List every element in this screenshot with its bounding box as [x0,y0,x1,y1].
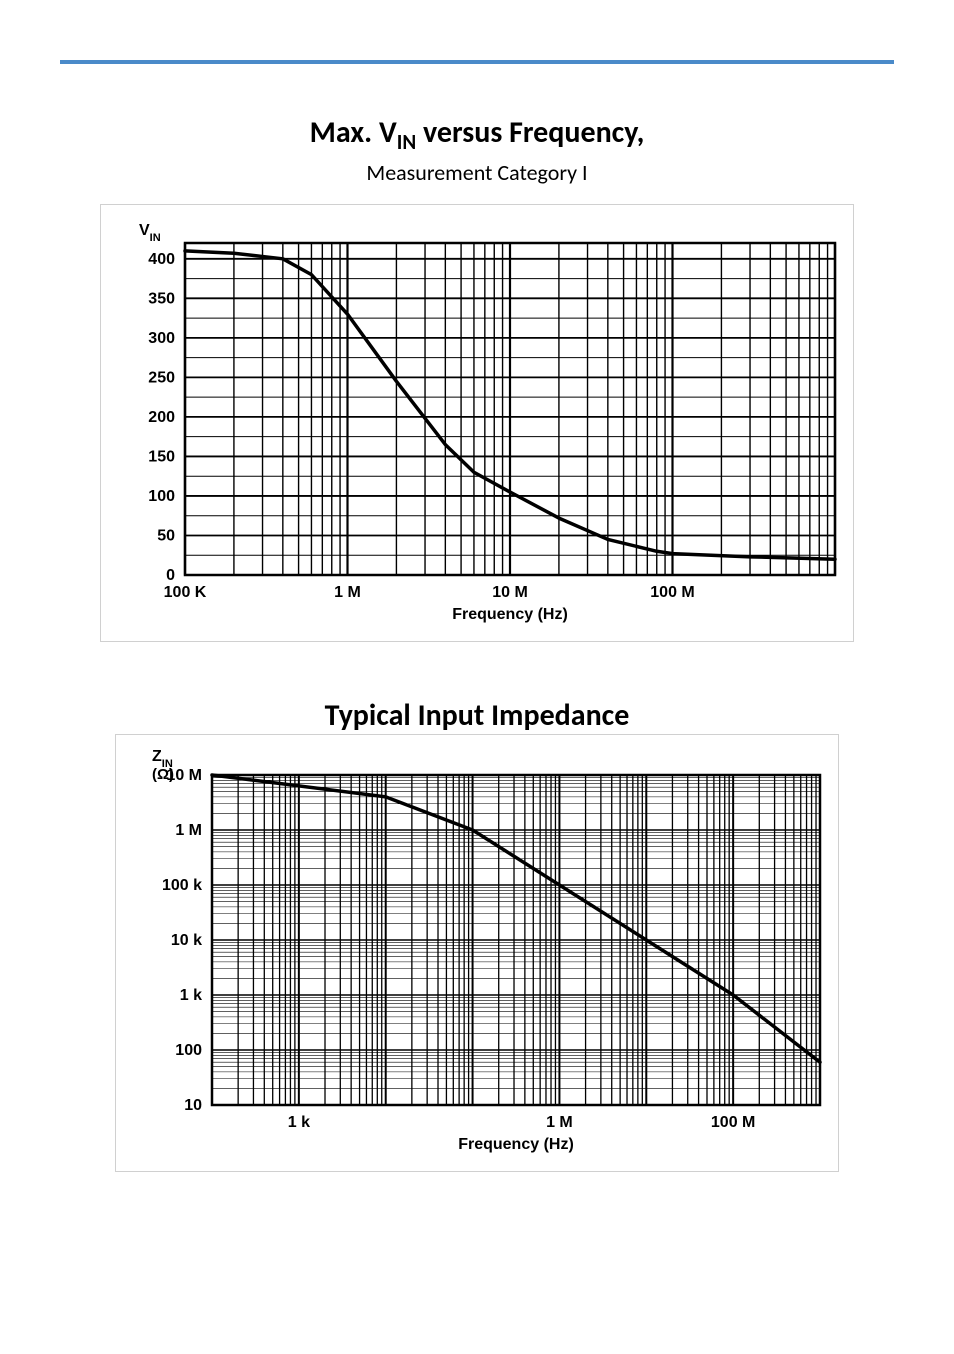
chart-1-title-suffix: versus Frequency, [416,114,644,151]
svg-text:100 k: 100 k [162,877,202,894]
svg-text:1 M: 1 M [175,822,202,839]
top-rule [60,60,894,64]
svg-text:300: 300 [148,330,175,347]
svg-text:100: 100 [175,1042,202,1059]
chart-2-plot: 101001 k10 k100 k1 M10 MZIN(Ω)1 k1 M100 … [122,741,832,1161]
svg-text:100 M: 100 M [711,1114,755,1131]
chart-1-plot: 0 50 100 150 200 250 300 350 400 VIN 100 K 1 M 10 M 1… [107,211,847,631]
svg-text:350: 350 [148,290,175,307]
svg-text:Frequency (Hz): Frequency (Hz) [452,606,568,623]
chart-1-subtitle: Measurement Category I [60,159,894,186]
svg-text:400: 400 [148,251,175,268]
svg-text:150: 150 [148,448,175,465]
svg-text:10 M: 10 M [492,584,528,601]
svg-text:10: 10 [184,1097,202,1114]
svg-text:250: 250 [148,369,175,386]
chart-2-section: Typical Input Impedance 10 100 1 k 10 k 100 … [60,697,894,1177]
svg-text:0: 0 [166,567,175,584]
chart-1-title: Max. VIN versus Frequency, [60,114,894,155]
chart-2-title: Typical Input Impedance [60,697,894,734]
svg-text:(Ω): (Ω) [152,766,174,783]
chart-2-frame: 101001 k10 k100 k1 M10 MZIN(Ω)1 k1 M100 … [115,734,839,1172]
svg-text:1 k: 1 k [180,987,202,1004]
svg-text:1 k: 1 k [288,1114,310,1131]
svg-text:100 K: 100 K [164,584,207,601]
svg-text:1 M: 1 M [546,1114,573,1131]
svg-text:100 M: 100 M [650,584,694,601]
chart-1-title-prefix: Max. V [310,114,397,151]
chart-1-title-sub: IN [397,129,416,155]
chart-1-frame: 0 50 100 150 200 250 300 350 400 VIN 100 K 1 M 10 M 1… [100,204,854,642]
svg-text:10 k: 10 k [171,932,202,949]
svg-text:VIN: VIN [139,222,161,244]
svg-text:Frequency (Hz): Frequency (Hz) [458,1136,574,1153]
chart-1-section: Max. VIN versus Frequency, Measurement C… [60,114,894,647]
svg-text:200: 200 [148,409,175,426]
svg-text:50: 50 [157,527,175,544]
svg-text:1 M: 1 M [334,584,361,601]
svg-text:100: 100 [148,488,175,505]
